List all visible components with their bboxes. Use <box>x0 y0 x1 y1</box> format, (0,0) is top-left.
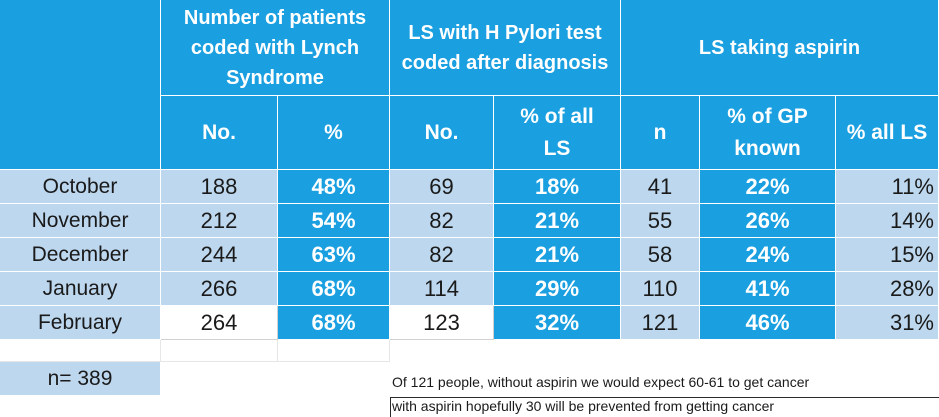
cell-asp-n: 55 <box>621 204 700 238</box>
cell-asp-gp: 24% <box>700 238 836 272</box>
subheader-asp-gp-label: % of GP known <box>727 104 808 160</box>
note-line-1: Of 121 people, without aspirin we would … <box>392 374 810 390</box>
cell-hp-pct: 29% <box>494 272 621 306</box>
row-month: November <box>0 204 161 238</box>
group-header-aspirin: LS taking aspirin <box>621 0 939 96</box>
cell-asp-n: 110 <box>621 272 700 306</box>
cell-lynch-no: 264 <box>161 306 278 340</box>
row-month: January <box>0 272 161 306</box>
subheader-asp-n: n <box>621 96 700 170</box>
cell-lynch-pct: 48% <box>278 170 390 204</box>
subheader-pct: % <box>278 96 390 170</box>
cell-asp-gp: 22% <box>700 170 836 204</box>
cell-hp-no: 69 <box>390 170 494 204</box>
n-total-label: n= 389 <box>0 362 160 395</box>
subheader-no-label: No. <box>202 120 236 144</box>
cell-lynch-no: 266 <box>161 272 278 306</box>
group-header-lynch: Number of patients coded with Lynch Synd… <box>161 0 390 96</box>
cell-asp-gp: 26% <box>700 204 836 238</box>
cell-hp-no: 123 <box>390 306 494 340</box>
empty-cell <box>161 340 278 362</box>
row-month: December <box>0 238 161 272</box>
cell-lynch-pct: 63% <box>278 238 390 272</box>
subheader-asp-n-label: n <box>653 120 667 144</box>
group-header-lynch-label: Number of patients coded with Lynch Synd… <box>183 6 367 89</box>
cell-hp-pct: 21% <box>494 204 621 238</box>
subheader-asp-gp: % of GP known <box>700 96 836 170</box>
cell-hp-no: 82 <box>390 204 494 238</box>
subheader-no: No. <box>161 96 278 170</box>
group-header-aspirin-label: LS taking aspirin <box>698 36 861 59</box>
group-header-hpylori-label: LS with H Pylori test coded after diagno… <box>401 21 609 74</box>
cell-asp-all: 14% <box>836 204 939 238</box>
cell-asp-all: 11% <box>836 170 939 204</box>
cell-hp-pct: 18% <box>494 170 621 204</box>
row-month: October <box>0 170 161 204</box>
cell-hp-pct: 32% <box>494 306 621 340</box>
cell-lynch-pct: 54% <box>278 204 390 238</box>
cell-asp-gp: 46% <box>700 306 836 340</box>
empty-cell <box>278 340 390 362</box>
cell-asp-n: 41 <box>621 170 700 204</box>
cell-lynch-pct: 68% <box>278 272 390 306</box>
subheader-hp-no: No. <box>390 96 494 170</box>
cell-asp-n: 58 <box>621 238 700 272</box>
cell-hp-no: 114 <box>390 272 494 306</box>
subheader-asp-all-label: % all LS <box>846 120 928 144</box>
cell-hp-pct: 21% <box>494 238 621 272</box>
corner-header <box>0 0 161 170</box>
group-header-hpylori: LS with H Pylori test coded after diagno… <box>390 0 621 96</box>
cell-lynch-no: 212 <box>161 204 278 238</box>
results-table: Number of patients coded with Lynch Synd… <box>0 0 939 340</box>
cell-asp-all: 28% <box>836 272 939 306</box>
cell-asp-all: 31% <box>836 306 939 340</box>
cell-asp-gp: 41% <box>700 272 836 306</box>
subheader-hp-pct-label: % of all LS <box>520 104 594 160</box>
cell-lynch-no: 188 <box>161 170 278 204</box>
subheader-asp-all: % all LS <box>836 96 939 170</box>
row-month: February <box>0 306 161 340</box>
cell-asp-all: 15% <box>836 238 939 272</box>
subheader-pct-label: % <box>324 120 343 144</box>
empty-cell <box>0 340 161 362</box>
note-box <box>390 397 939 417</box>
cell-asp-n: 121 <box>621 306 700 340</box>
cell-hp-no: 82 <box>390 238 494 272</box>
subheader-hp-no-label: No. <box>424 120 459 144</box>
note-line-2: with aspirin hopefully 30 will be preven… <box>392 398 775 414</box>
subheader-hp-pct: % of all LS <box>494 96 621 170</box>
cell-lynch-pct: 68% <box>278 306 390 340</box>
cell-lynch-no: 244 <box>161 238 278 272</box>
